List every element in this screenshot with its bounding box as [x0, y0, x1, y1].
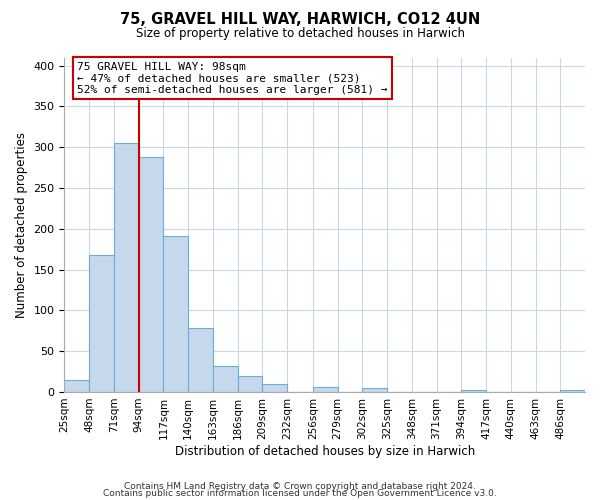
Text: Contains HM Land Registry data © Crown copyright and database right 2024.: Contains HM Land Registry data © Crown c… [124, 482, 476, 491]
Bar [188, 328, 213, 392]
Y-axis label: Number of detached properties: Number of detached properties [15, 132, 28, 318]
X-axis label: Distribution of detached houses by size in Harwich: Distribution of detached houses by size … [175, 444, 475, 458]
Bar [114, 143, 139, 392]
Text: Contains public sector information licensed under the Open Government Licence v3: Contains public sector information licen… [103, 490, 497, 498]
Text: 75, GRAVEL HILL WAY, HARWICH, CO12 4UN: 75, GRAVEL HILL WAY, HARWICH, CO12 4UN [120, 12, 480, 28]
Bar [139, 157, 163, 392]
Bar [262, 384, 287, 392]
Bar [163, 236, 188, 392]
Bar [64, 380, 89, 392]
Bar [89, 255, 114, 392]
Bar [461, 390, 486, 392]
Text: 75 GRAVEL HILL WAY: 98sqm
← 47% of detached houses are smaller (523)
52% of semi: 75 GRAVEL HILL WAY: 98sqm ← 47% of detac… [77, 62, 388, 95]
Bar [560, 390, 585, 392]
Bar [313, 387, 338, 392]
Bar [213, 366, 238, 392]
Bar [362, 388, 387, 392]
Bar [238, 376, 262, 392]
Text: Size of property relative to detached houses in Harwich: Size of property relative to detached ho… [136, 28, 464, 40]
